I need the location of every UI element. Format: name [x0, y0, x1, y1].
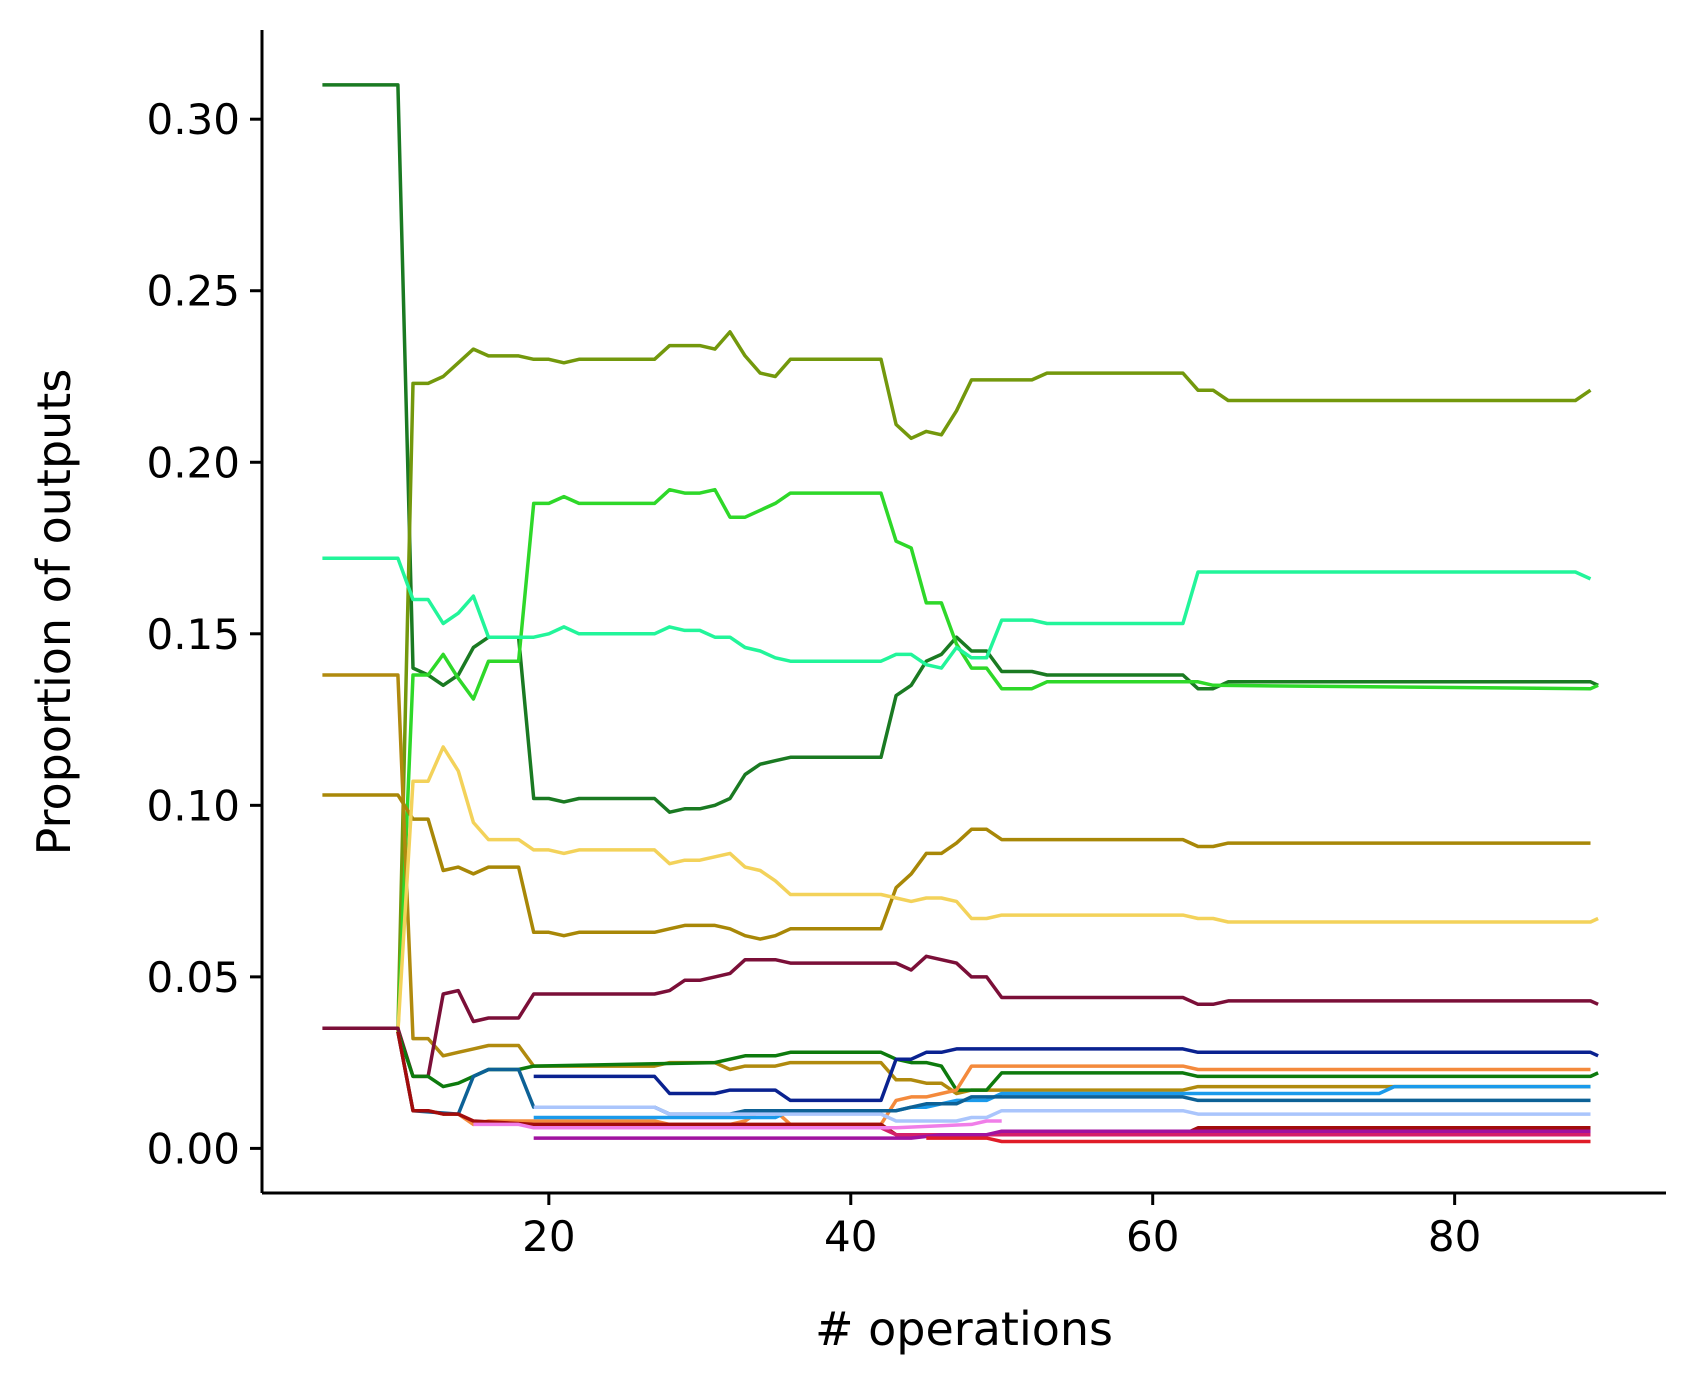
series-line-9 [396, 1031, 1599, 1092]
y-tick-label: 0.20 [146, 438, 240, 487]
series-line-3 [396, 487, 1599, 1032]
series-line-6 [322, 793, 1591, 941]
y-axis-label: Proportion of outputs [27, 369, 81, 856]
series-line-10 [533, 1047, 1599, 1103]
y-tick-label: 0.05 [146, 953, 240, 1002]
y-tick-label: 0.10 [146, 781, 240, 830]
y-tick-label: 0.25 [146, 267, 240, 316]
series-line-4 [322, 556, 1592, 670]
series-line-8 [322, 954, 1599, 1079]
series-line-17 [533, 1129, 1591, 1140]
x-tick-label: 20 [522, 1212, 575, 1261]
x-tick-label: 40 [824, 1212, 877, 1261]
y-tick-label: 0.00 [146, 1124, 240, 1173]
series-line-2 [396, 330, 1592, 1032]
x-tick-label: 80 [1428, 1212, 1481, 1261]
series-line-14 [533, 1105, 1591, 1123]
x-tick-label: 60 [1126, 1212, 1179, 1261]
series-line-7 [396, 745, 1599, 1032]
series-layer [322, 83, 1599, 1144]
y-ticks: 0.00 0.05 0.10 0.15 0.20 0.25 0.30 [146, 95, 262, 1173]
y-tick-label: 0.30 [146, 95, 240, 144]
x-axis-label: # operations [815, 1302, 1113, 1356]
series-line-13 [396, 1031, 1591, 1116]
series-line-18 [926, 1136, 1591, 1144]
series-line-19 [473, 1119, 1002, 1130]
x-ticks: 20 40 60 80 [522, 1193, 1481, 1261]
series-line-1 [322, 83, 1599, 814]
y-tick-label: 0.15 [146, 610, 240, 659]
